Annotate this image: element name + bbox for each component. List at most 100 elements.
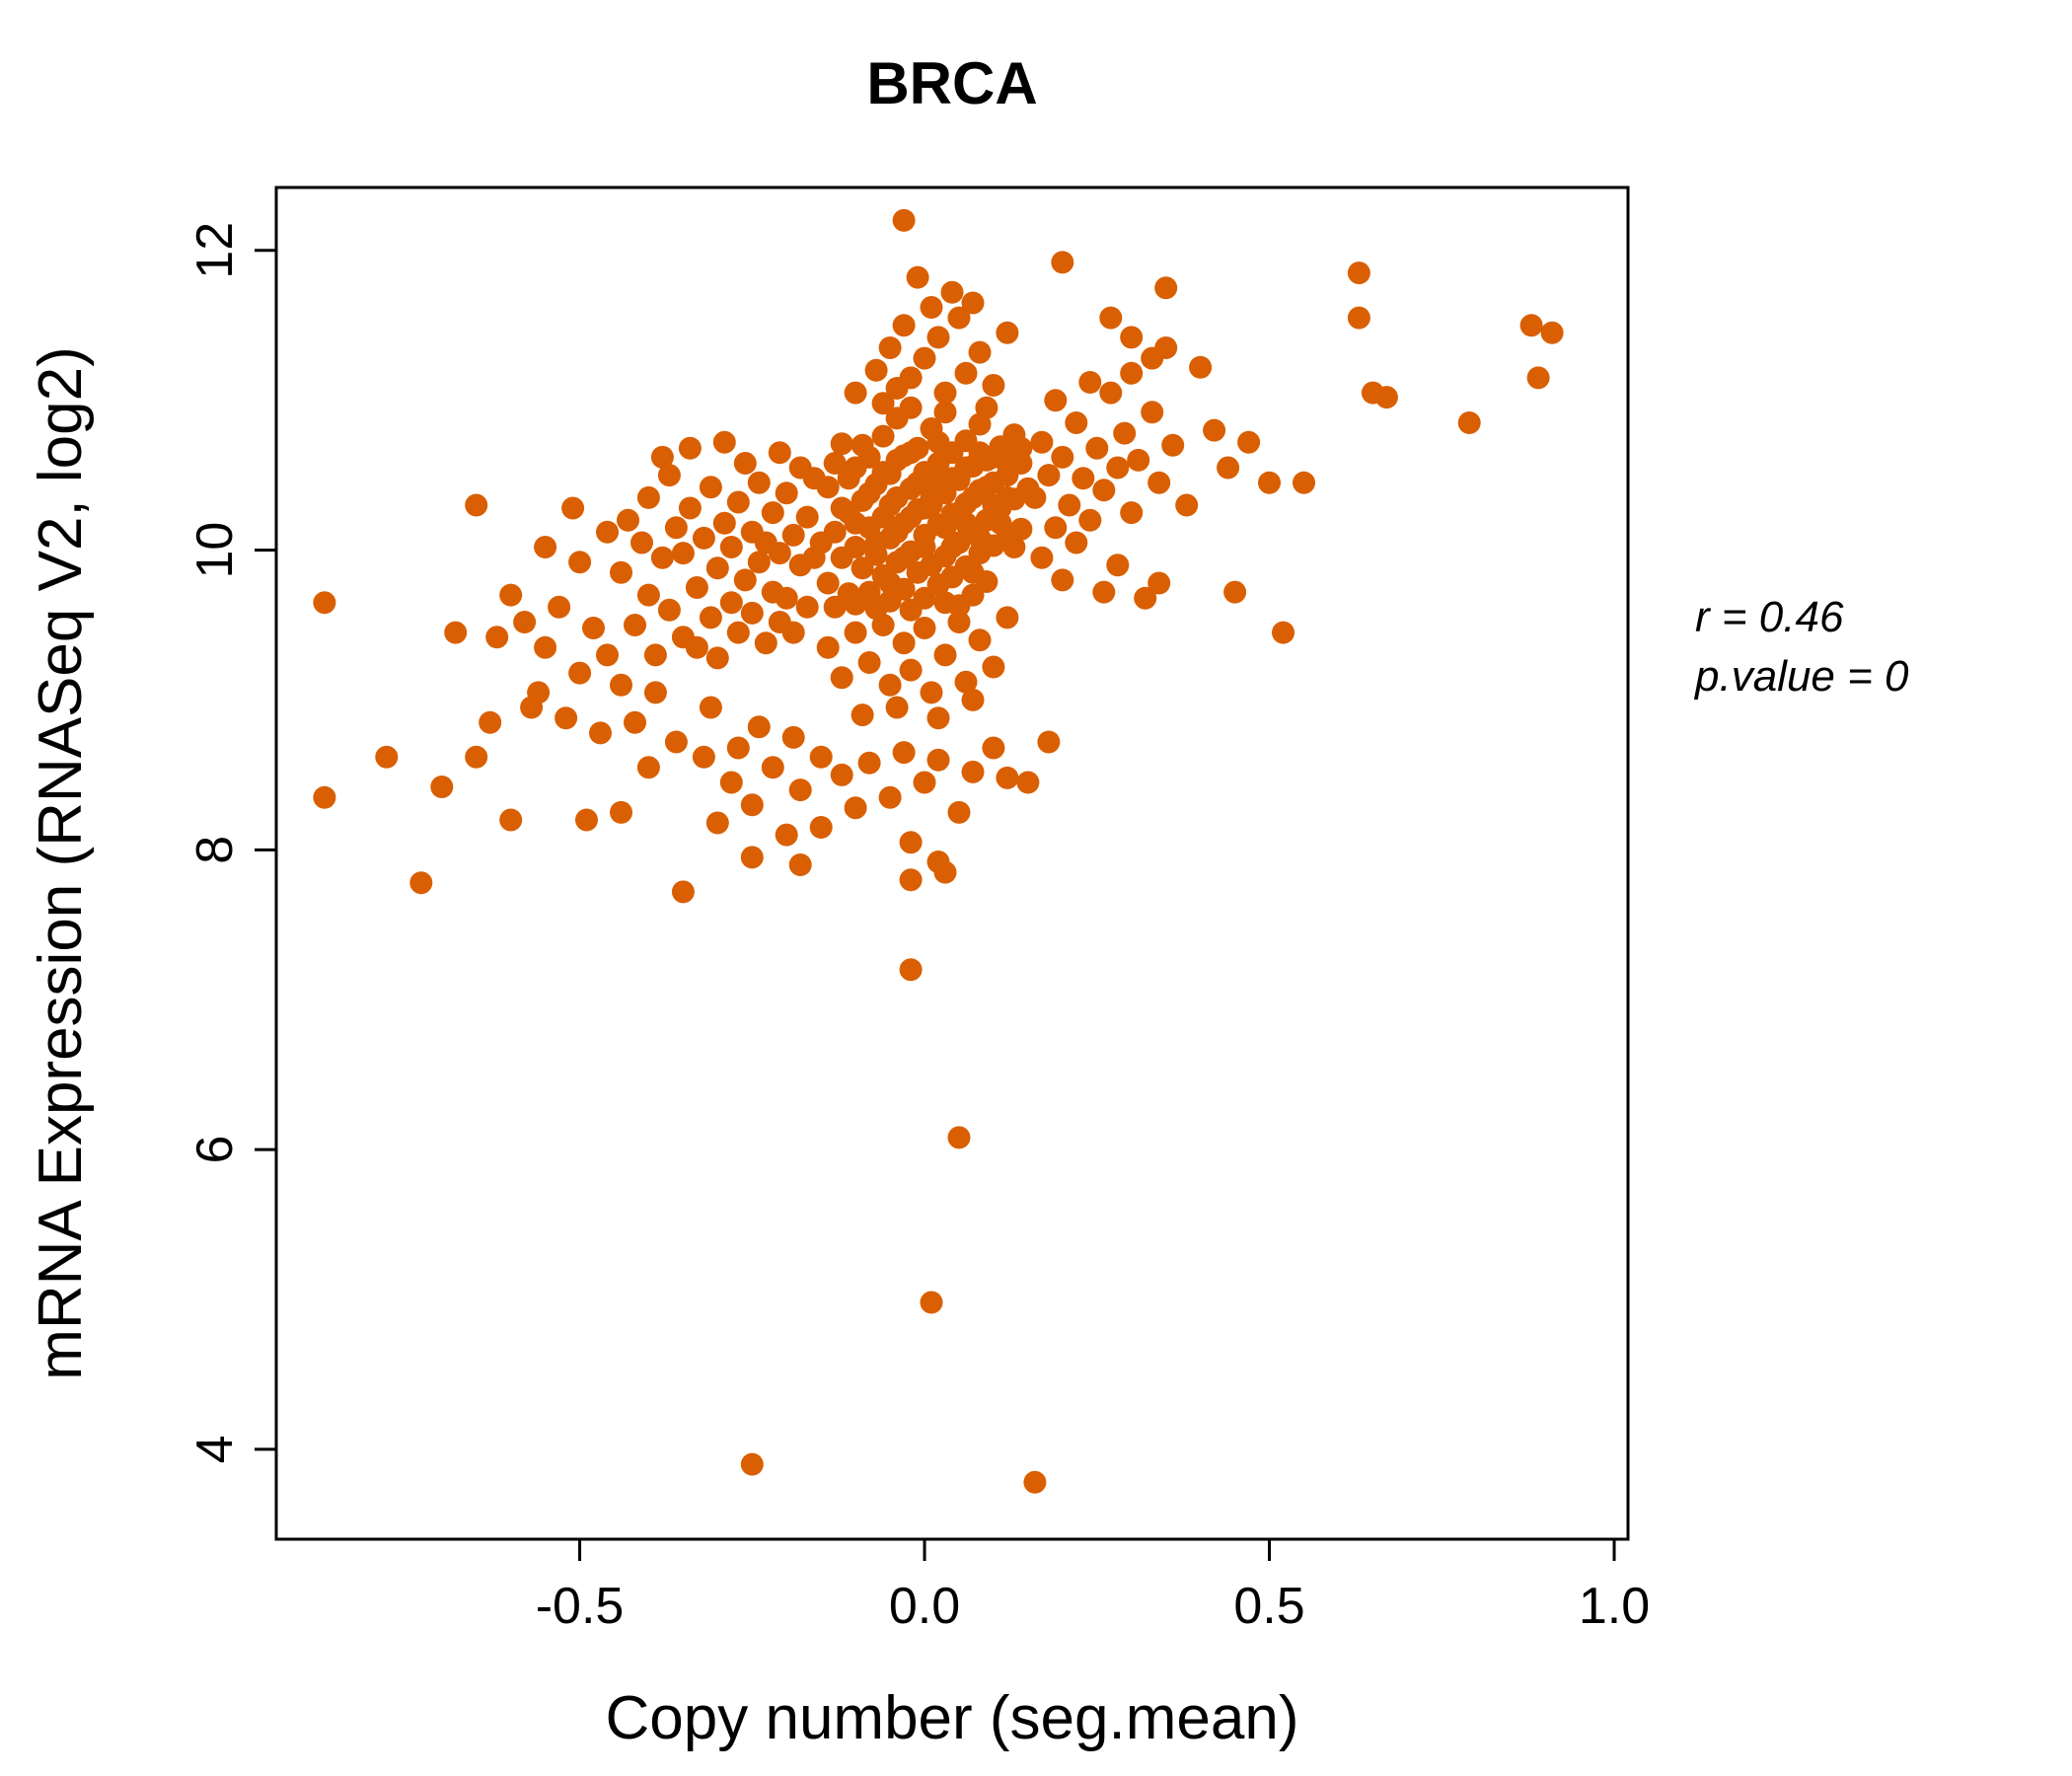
data-point	[499, 808, 523, 832]
data-point	[692, 526, 715, 550]
data-point	[1072, 467, 1095, 490]
data-point	[1065, 531, 1088, 555]
data-point	[892, 741, 916, 765]
data-point	[561, 496, 585, 520]
data-point	[1092, 479, 1116, 502]
data-point	[1037, 464, 1061, 487]
y-tick-label: 8	[186, 836, 244, 864]
data-point	[747, 715, 771, 739]
data-point	[926, 430, 950, 454]
data-point	[899, 831, 923, 854]
data-point	[871, 614, 895, 636]
data-point	[1203, 418, 1226, 442]
data-point	[802, 467, 826, 490]
data-point	[513, 611, 537, 633]
data-point	[1141, 401, 1164, 424]
data-point	[823, 452, 847, 475]
data-point	[871, 392, 895, 415]
data-point	[740, 1452, 764, 1476]
data-point	[699, 696, 722, 719]
data-point	[961, 560, 985, 584]
data-point	[871, 424, 895, 448]
data-point	[1237, 430, 1261, 454]
data-point	[788, 778, 812, 802]
data-point	[899, 658, 923, 682]
data-point	[913, 771, 936, 794]
data-point	[1065, 411, 1088, 434]
x-axis: -0.5 0.0 0.5 1.0	[536, 1539, 1650, 1635]
data-point	[871, 461, 895, 484]
data-point	[678, 496, 702, 520]
x-tick-label: 0.0	[889, 1578, 960, 1635]
data-point	[465, 745, 488, 769]
data-point	[1009, 517, 1033, 541]
data-point	[996, 321, 1019, 344]
data-point	[409, 871, 433, 895]
data-point	[575, 808, 598, 832]
data-point	[610, 800, 632, 824]
data-point	[1051, 445, 1074, 469]
data-point	[795, 595, 819, 619]
y-axis: 4 6 8 10 12	[186, 222, 276, 1463]
data-point	[1030, 546, 1054, 569]
data-point	[444, 621, 468, 644]
data-point	[624, 710, 646, 734]
data-point	[809, 745, 833, 769]
data-point	[740, 846, 764, 869]
data-point	[864, 531, 888, 555]
data-point	[1078, 371, 1102, 394]
data-point	[705, 556, 729, 580]
data-point	[781, 523, 805, 547]
data-point	[610, 560, 632, 584]
data-point	[775, 586, 798, 610]
data-point	[754, 631, 777, 655]
x-tick-label: -0.5	[536, 1578, 625, 1635]
data-point	[892, 314, 916, 337]
data-point	[781, 725, 805, 749]
data-point	[1293, 471, 1315, 494]
data-point	[851, 433, 874, 457]
data-point	[596, 520, 619, 544]
data-point	[823, 520, 847, 544]
data-point	[1030, 430, 1054, 454]
data-point	[1223, 580, 1247, 604]
data-point	[705, 646, 729, 670]
data-point	[857, 651, 881, 674]
data-point	[975, 396, 999, 419]
data-point	[913, 536, 936, 558]
data-point	[582, 617, 605, 639]
data-point	[1127, 448, 1150, 472]
data-point	[830, 432, 853, 456]
data-point	[926, 706, 950, 730]
data-point	[1519, 314, 1543, 337]
data-point	[1161, 433, 1185, 457]
data-point	[657, 598, 681, 622]
data-point	[954, 670, 978, 694]
data-point	[664, 516, 688, 540]
data-point	[795, 505, 819, 529]
data-point	[726, 621, 750, 644]
data-point	[899, 958, 923, 982]
data-point	[313, 591, 336, 615]
data-point	[596, 643, 619, 667]
data-point	[534, 536, 557, 558]
data-point	[954, 361, 978, 385]
data-point	[1526, 366, 1550, 390]
data-point	[906, 471, 929, 494]
data-point	[719, 536, 743, 558]
x-axis-label: Copy number (seg.mean)	[606, 1684, 1299, 1752]
annotation-p-value: p.value = 0	[1693, 652, 1909, 701]
data-point	[913, 617, 936, 639]
data-point	[479, 710, 502, 734]
data-point	[1154, 336, 1178, 359]
data-point	[781, 621, 805, 644]
data-point	[857, 481, 881, 505]
data-point	[892, 631, 916, 655]
data-point	[568, 661, 592, 685]
data-point	[712, 430, 736, 454]
data-point	[947, 611, 971, 633]
data-point	[768, 542, 791, 565]
data-point	[1457, 411, 1481, 434]
data-point	[685, 576, 708, 599]
data-point	[719, 591, 743, 615]
